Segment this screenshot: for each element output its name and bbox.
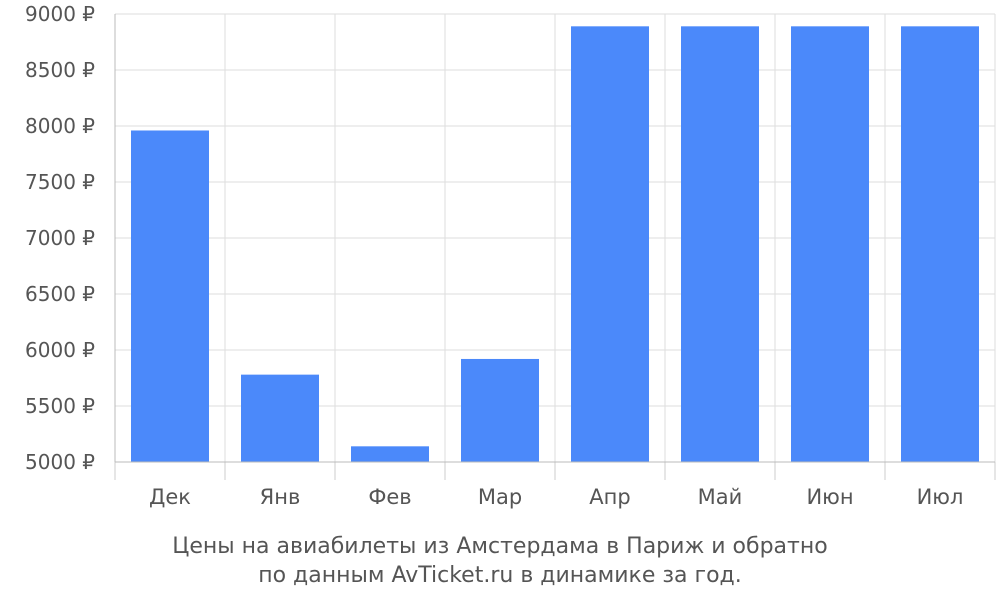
- y-tick-label: 9000 ₽: [25, 2, 95, 26]
- axes: [114, 14, 996, 480]
- x-tick-label: Фев: [368, 485, 411, 509]
- bar-2: [241, 374, 319, 462]
- y-tick-label: 7000 ₽: [25, 226, 95, 250]
- x-tick-label: Дек: [149, 485, 191, 509]
- y-tick-label: 6500 ₽: [25, 282, 95, 306]
- bar-1: [131, 130, 209, 463]
- y-tick-label: 7500 ₽: [25, 170, 95, 194]
- bar-4: [461, 358, 539, 462]
- y-tick-label: 8500 ₽: [25, 58, 95, 82]
- x-tick-label: Апр: [589, 485, 630, 509]
- bar-chart: 5000 ₽ 5500 ₽ 6000 ₽ 6500 ₽ 7000 ₽ 7500 ₽ 8000…: [25, 2, 996, 509]
- x-axis-tick-labels: Дек Янв Фев Мар Апр Май Июн Июл: [149, 485, 963, 509]
- y-tick-label: 5000 ₽: [25, 450, 95, 474]
- x-tick-label: Мар: [478, 485, 522, 509]
- bar-8: [901, 26, 979, 462]
- y-axis-tick-labels: 5000 ₽ 5500 ₽ 6000 ₽ 6500 ₽ 7000 ₽ 7500 ₽ 8000…: [25, 2, 95, 474]
- bar-3: [351, 446, 429, 462]
- x-tick-label: Июн: [806, 485, 853, 509]
- y-tick-label: 8000 ₽: [25, 114, 95, 138]
- x-tick-label: Янв: [260, 485, 301, 509]
- y-tick-label: 5500 ₽: [25, 394, 95, 418]
- chart-caption-line-1: Цены на авиабилеты из Амстердама в Париж…: [172, 534, 828, 559]
- bar-7: [791, 26, 869, 462]
- x-tick-label: Июл: [917, 485, 964, 509]
- chart-caption-line-2: по данным AvTicket.ru в динамике за год.: [258, 563, 742, 588]
- x-tick-label: Май: [698, 485, 743, 509]
- bars: [131, 26, 979, 463]
- bar-5: [571, 26, 649, 462]
- grid: [114, 13, 996, 463]
- bar-6: [681, 26, 759, 462]
- y-tick-label: 6000 ₽: [25, 338, 95, 362]
